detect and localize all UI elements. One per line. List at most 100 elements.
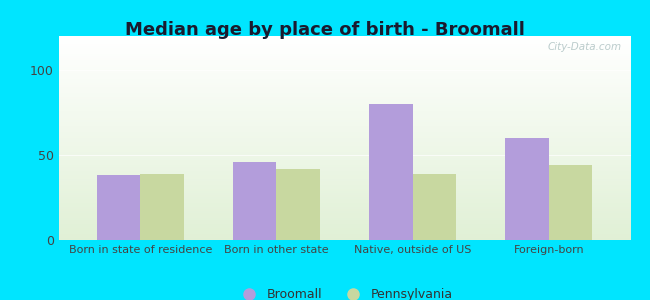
Bar bbox=[58, 36, 630, 38]
Bar bbox=[58, 226, 630, 228]
Bar bbox=[58, 209, 630, 211]
Bar bbox=[58, 75, 630, 77]
Bar bbox=[58, 177, 630, 179]
Bar bbox=[58, 89, 630, 91]
Bar bbox=[58, 185, 630, 187]
Bar bbox=[58, 71, 630, 73]
Legend: Broomall, Pennsylvania: Broomall, Pennsylvania bbox=[231, 283, 458, 300]
Bar bbox=[58, 224, 630, 226]
Bar bbox=[58, 128, 630, 130]
Bar bbox=[58, 87, 630, 89]
Bar bbox=[276, 169, 320, 240]
Bar bbox=[58, 146, 630, 148]
Bar bbox=[58, 187, 630, 189]
Bar bbox=[58, 112, 630, 113]
Bar bbox=[58, 144, 630, 146]
Text: Median age by place of birth - Broomall: Median age by place of birth - Broomall bbox=[125, 21, 525, 39]
Bar bbox=[58, 48, 630, 50]
Bar bbox=[58, 222, 630, 224]
Bar bbox=[58, 38, 630, 40]
Bar bbox=[58, 207, 630, 209]
Bar bbox=[58, 169, 630, 171]
Bar bbox=[58, 193, 630, 195]
Text: City-Data.com: City-Data.com bbox=[548, 42, 622, 52]
Bar bbox=[58, 228, 630, 230]
Bar bbox=[58, 136, 630, 138]
Bar bbox=[58, 167, 630, 169]
Bar bbox=[505, 138, 549, 240]
Bar bbox=[58, 110, 630, 112]
Bar bbox=[58, 126, 630, 128]
Bar bbox=[58, 81, 630, 83]
Bar bbox=[97, 176, 140, 240]
Bar bbox=[58, 181, 630, 183]
Bar bbox=[58, 220, 630, 222]
Bar bbox=[58, 62, 630, 64]
Bar bbox=[58, 156, 630, 158]
Bar bbox=[549, 165, 592, 240]
Bar bbox=[58, 138, 630, 140]
Bar bbox=[58, 77, 630, 79]
Bar bbox=[58, 134, 630, 136]
Bar bbox=[58, 107, 630, 110]
Bar bbox=[58, 69, 630, 71]
Bar bbox=[58, 230, 630, 232]
Bar bbox=[58, 199, 630, 201]
Bar bbox=[58, 164, 630, 166]
Bar bbox=[58, 101, 630, 103]
Bar bbox=[58, 215, 630, 217]
Bar bbox=[140, 174, 184, 240]
Bar bbox=[58, 46, 630, 48]
Bar bbox=[58, 116, 630, 118]
Bar bbox=[58, 175, 630, 177]
Bar bbox=[58, 79, 630, 81]
Bar bbox=[58, 203, 630, 205]
Bar bbox=[58, 120, 630, 122]
Bar bbox=[58, 173, 630, 175]
Bar bbox=[58, 150, 630, 152]
Bar bbox=[58, 238, 630, 240]
Bar bbox=[58, 103, 630, 105]
Bar bbox=[58, 52, 630, 54]
Bar bbox=[58, 179, 630, 181]
Bar bbox=[58, 95, 630, 97]
Bar bbox=[58, 54, 630, 56]
Bar bbox=[58, 189, 630, 191]
Bar bbox=[58, 91, 630, 93]
Bar bbox=[58, 191, 630, 193]
Bar bbox=[58, 201, 630, 203]
Bar bbox=[58, 195, 630, 197]
Bar bbox=[58, 214, 630, 215]
Bar bbox=[58, 40, 630, 42]
Bar bbox=[58, 44, 630, 46]
Bar bbox=[58, 56, 630, 58]
Bar bbox=[58, 212, 630, 214]
Bar bbox=[58, 122, 630, 124]
Bar bbox=[58, 42, 630, 44]
Bar bbox=[58, 105, 630, 107]
Bar bbox=[58, 130, 630, 132]
Bar bbox=[58, 218, 630, 220]
Bar bbox=[58, 171, 630, 173]
Bar bbox=[58, 93, 630, 95]
Bar bbox=[233, 162, 276, 240]
Bar bbox=[369, 104, 413, 240]
Bar bbox=[58, 234, 630, 236]
Bar bbox=[58, 236, 630, 238]
Bar bbox=[58, 160, 630, 163]
Bar bbox=[58, 58, 630, 61]
Bar bbox=[58, 152, 630, 154]
Bar bbox=[58, 158, 630, 160]
Bar bbox=[58, 154, 630, 156]
Bar bbox=[58, 183, 630, 185]
Bar bbox=[58, 142, 630, 144]
Bar bbox=[58, 61, 630, 62]
Bar bbox=[58, 85, 630, 87]
Bar bbox=[58, 67, 630, 69]
Bar bbox=[58, 232, 630, 234]
Bar bbox=[413, 174, 456, 240]
Bar bbox=[58, 148, 630, 150]
Bar bbox=[58, 163, 630, 164]
Bar bbox=[58, 99, 630, 101]
Bar bbox=[58, 140, 630, 142]
